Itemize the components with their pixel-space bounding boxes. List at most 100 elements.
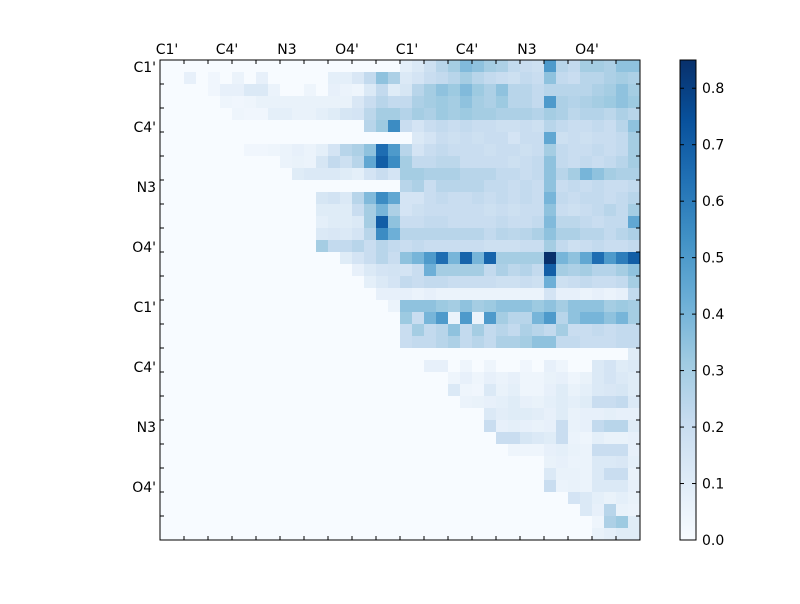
heatmap-cell bbox=[280, 84, 293, 97]
heatmap-cell bbox=[364, 108, 377, 121]
heatmap-cell bbox=[292, 72, 305, 85]
heatmap-cell bbox=[592, 264, 605, 277]
heatmap-cell bbox=[460, 444, 473, 457]
heatmap-cell bbox=[172, 432, 185, 445]
heatmap-cell bbox=[268, 372, 281, 385]
heatmap-cell bbox=[232, 420, 245, 433]
heatmap-cell bbox=[496, 372, 509, 385]
axis-tick-labels: C1' C4' N3 O4' C1' C4' N3 O4'C1'C4'N3O4'C1'C4'N… bbox=[132, 42, 599, 496]
heatmap-cell bbox=[472, 444, 485, 457]
heatmap-cell bbox=[424, 276, 437, 289]
heatmap-cell bbox=[376, 324, 389, 337]
heatmap-cell bbox=[184, 528, 197, 541]
heatmap-cell bbox=[580, 312, 593, 325]
heatmap-cell bbox=[316, 252, 329, 265]
heatmap-cell bbox=[172, 108, 185, 121]
heatmap-cell bbox=[268, 84, 281, 97]
heatmap-cell bbox=[256, 384, 269, 397]
colorbar-tick-label: 0.3 bbox=[702, 364, 724, 380]
heatmap-cell bbox=[592, 276, 605, 289]
heatmap-cell bbox=[232, 336, 245, 349]
heatmap-cell bbox=[532, 336, 545, 349]
heatmap-cell bbox=[328, 216, 341, 229]
heatmap-cell bbox=[580, 108, 593, 121]
heatmap-cell bbox=[232, 156, 245, 169]
heatmap-cell bbox=[544, 288, 557, 301]
heatmap-cell bbox=[568, 72, 581, 85]
heatmap-cell bbox=[268, 516, 281, 529]
heatmap-cell bbox=[628, 72, 641, 85]
heatmap-cell bbox=[412, 312, 425, 325]
heatmap-cell bbox=[484, 108, 497, 121]
heatmap-cell bbox=[508, 528, 521, 541]
heatmap-cell bbox=[616, 492, 629, 505]
heatmap-cell bbox=[244, 60, 257, 73]
heatmap-cell bbox=[376, 240, 389, 253]
heatmap-cell bbox=[376, 156, 389, 169]
heatmap-cell bbox=[232, 96, 245, 109]
heatmap-cell bbox=[364, 384, 377, 397]
heatmap-cell bbox=[436, 492, 449, 505]
heatmap-cell bbox=[280, 420, 293, 433]
heatmap-cell bbox=[460, 360, 473, 373]
heatmap-cell bbox=[268, 156, 281, 169]
heatmap-cell bbox=[352, 456, 365, 469]
heatmap-cell bbox=[460, 300, 473, 313]
heatmap-cells bbox=[160, 60, 641, 541]
heatmap-cell bbox=[304, 312, 317, 325]
heatmap-cell bbox=[568, 516, 581, 529]
heatmap-cell bbox=[304, 480, 317, 493]
heatmap-cell bbox=[292, 324, 305, 337]
heatmap-cell bbox=[232, 516, 245, 529]
heatmap-cell bbox=[508, 120, 521, 133]
heatmap-cell bbox=[304, 60, 317, 73]
heatmap-cell bbox=[472, 504, 485, 517]
heatmap-cell bbox=[580, 228, 593, 241]
heatmap-cell bbox=[496, 216, 509, 229]
heatmap-cell bbox=[412, 288, 425, 301]
heatmap-cell bbox=[388, 312, 401, 325]
heatmap-cell bbox=[616, 72, 629, 85]
heatmap-cell bbox=[340, 180, 353, 193]
heatmap-cell bbox=[616, 456, 629, 469]
heatmap-cell bbox=[388, 132, 401, 145]
heatmap-cell bbox=[316, 324, 329, 337]
heatmap-cell bbox=[160, 108, 173, 121]
heatmap-cell bbox=[268, 312, 281, 325]
heatmap-cell bbox=[532, 252, 545, 265]
heatmap-cell bbox=[448, 360, 461, 373]
heatmap-cell bbox=[376, 432, 389, 445]
heatmap-cell bbox=[580, 216, 593, 229]
heatmap-cell bbox=[244, 156, 257, 169]
heatmap-cell bbox=[316, 312, 329, 325]
heatmap-cell bbox=[472, 528, 485, 541]
heatmap-cell bbox=[256, 312, 269, 325]
heatmap-cell bbox=[616, 516, 629, 529]
heatmap-cell bbox=[556, 516, 569, 529]
heatmap-cell bbox=[496, 384, 509, 397]
heatmap-cell bbox=[628, 132, 641, 145]
heatmap-cell bbox=[616, 276, 629, 289]
heatmap-cell bbox=[412, 360, 425, 373]
heatmap-cell bbox=[508, 96, 521, 109]
heatmap-cell bbox=[352, 420, 365, 433]
heatmap-cell bbox=[304, 408, 317, 421]
heatmap-cell bbox=[376, 384, 389, 397]
heatmap-cell bbox=[544, 192, 557, 205]
heatmap-cell bbox=[484, 132, 497, 145]
heatmap-cell bbox=[220, 492, 233, 505]
heatmap-cell bbox=[280, 504, 293, 517]
heatmap-cell bbox=[628, 384, 641, 397]
heatmap-cell bbox=[568, 132, 581, 145]
heatmap-cell bbox=[616, 360, 629, 373]
heatmap-cell bbox=[400, 456, 413, 469]
heatmap-cell bbox=[568, 504, 581, 517]
heatmap-cell bbox=[160, 252, 173, 265]
heatmap-cell bbox=[232, 60, 245, 73]
heatmap-cell bbox=[208, 468, 221, 481]
heatmap-cell bbox=[340, 96, 353, 109]
heatmap-cell bbox=[604, 456, 617, 469]
heatmap-cell bbox=[460, 528, 473, 541]
heatmap-cell bbox=[472, 84, 485, 97]
heatmap-cell bbox=[460, 480, 473, 493]
